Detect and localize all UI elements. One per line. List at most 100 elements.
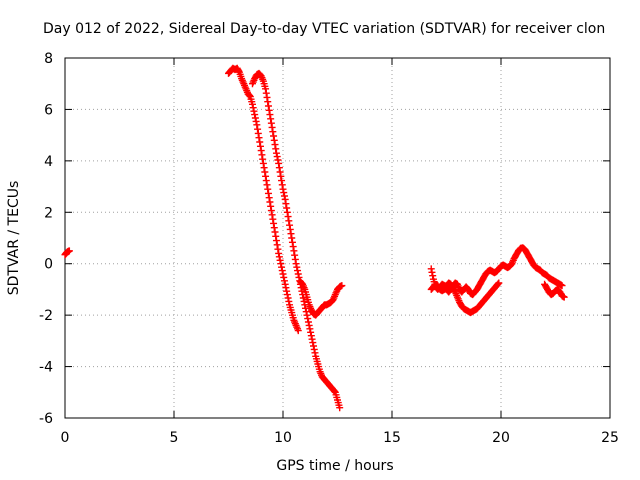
data-point-marker [338,282,346,290]
data-point-marker [278,267,286,275]
data-point-marker [270,224,278,232]
data-point-marker [259,155,267,163]
data-point-marker [254,129,262,137]
data-point-marker [250,107,258,115]
data-point-marker [262,89,270,97]
data-point-marker [269,128,277,136]
data-point-marker [280,189,288,197]
data-point-marker [304,318,312,326]
data-point-marker [268,123,276,131]
data-point-marker [285,217,293,225]
data-point-marker [269,215,277,223]
plot-frame [64,57,611,419]
data-point-marker [259,159,267,167]
data-point-marker [248,100,256,108]
data-point-marker [283,204,291,212]
data-point-marker [305,321,313,329]
data-point-marker [275,159,283,167]
y-tick-label: -4 [39,360,53,376]
y-tick-label: 0 [44,257,53,273]
data-point-marker [251,114,259,122]
data-point-marker [300,297,308,305]
y-tick-label: 4 [44,154,53,170]
y-axis-ticks: -6 -4 -2 0 2 4 6 8 [39,51,610,427]
data-point-marker [246,92,254,100]
data-point-marker [310,342,318,350]
data-point-marker [279,270,287,278]
data-point-marker [277,260,285,268]
data-point-marker [265,106,273,114]
data-point-marker [266,198,274,206]
data-point-marker [294,267,302,275]
data-point-marker [268,211,276,219]
data-point-marker [427,265,435,273]
data-point-marker [271,141,279,149]
x-tick-label: 15 [383,430,401,446]
y-tick-label: -2 [39,308,53,324]
y-tick-label: -6 [39,411,53,427]
data-point-marker [560,293,568,301]
data-point-marker [495,279,503,287]
grid-lines [65,58,610,418]
data-point-marker [283,208,291,216]
x-tick-label: 25 [601,430,619,446]
data-point-marker [264,189,272,197]
data-point-marker [428,268,436,276]
data-point-marker [273,241,281,249]
data-point-marker [294,270,302,278]
data-point-marker [267,207,275,215]
data-point-marker [291,255,299,263]
data-point-marker [311,349,319,357]
data-point-marker [258,151,266,159]
data-point-marker [307,332,315,340]
data-point-marker [283,291,291,299]
data-point-marker [255,134,263,142]
data-point-marker [274,245,282,253]
y-tick-label: 8 [44,51,53,67]
data-point-marker [251,111,259,119]
data-point-marker [278,263,286,271]
data-point-marker [267,202,275,210]
data-point-marker [336,404,344,412]
data-point-marker [310,345,318,353]
data-point-marker [295,273,303,281]
data-point-marker [264,98,272,106]
data-point-marker [303,311,311,319]
data-point-marker [287,230,295,238]
data-point-marker [292,260,300,268]
chart-title: Day 012 of 2022, Sidereal Day-to-day VTE… [43,21,605,37]
x-axis-label: GPS time / hours [276,458,393,474]
y-tick-label: 2 [44,205,53,221]
data-point-marker [262,85,270,93]
x-axis-ticks: 0 5 10 15 20 25 [61,58,619,446]
data-points [61,64,568,412]
data-point-marker [278,177,286,185]
data-point-marker [257,147,265,155]
data-point-marker [260,164,268,172]
data-point-marker [272,237,280,245]
data-point-marker [284,294,292,302]
x-tick-label: 10 [274,430,292,446]
data-point-marker [275,249,283,257]
data-point-marker [279,185,287,193]
data-point-marker [253,121,261,129]
data-point-marker [272,149,280,157]
data-point-marker [235,67,243,75]
data-point-marker [270,219,278,227]
data-point-marker [272,232,280,240]
data-point-marker [263,181,271,189]
data-point-marker [265,194,273,202]
data-point-marker [277,172,285,180]
data-point-marker [254,125,262,133]
data-point-marker [558,282,566,290]
data-point-marker [275,164,283,172]
data-point-marker [261,168,269,176]
data-point-marker [284,213,292,221]
data-point-marker [267,115,275,123]
y-tick-label: 6 [44,102,53,118]
data-point-marker [280,277,288,285]
data-point-marker [270,136,278,144]
data-point-marker [262,172,270,180]
data-point-marker [294,327,302,335]
data-point-marker [286,225,294,233]
